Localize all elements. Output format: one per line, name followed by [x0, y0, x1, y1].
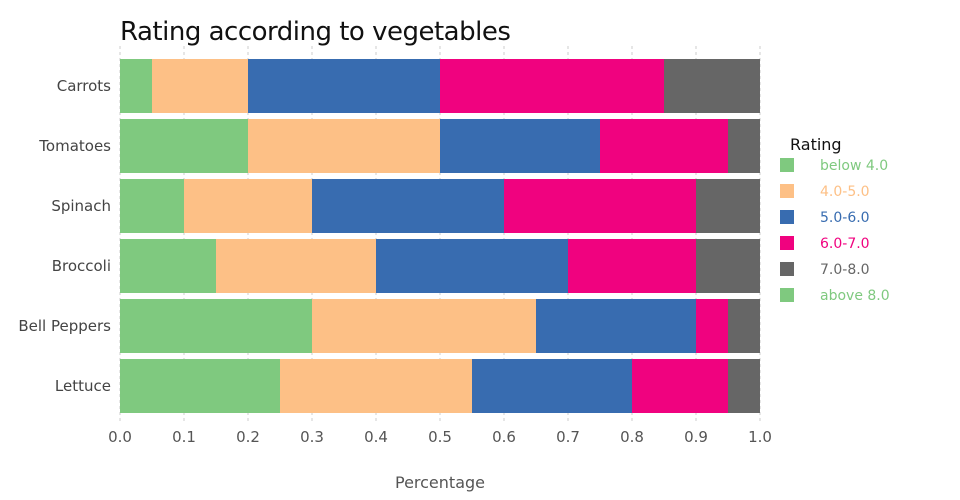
bar-segment — [248, 119, 440, 173]
x-tick-label: 0.0 — [108, 428, 132, 446]
category-label: Carrots — [57, 77, 111, 95]
bar-segment — [632, 359, 728, 413]
x-tick-label: 0.8 — [620, 428, 644, 446]
bar-segment — [120, 179, 184, 233]
category-label: Spinach — [51, 197, 111, 215]
bar-segment — [312, 179, 504, 233]
legend-title: Rating — [790, 135, 842, 154]
x-tick-label: 1.0 — [748, 428, 772, 446]
x-tick-label: 0.1 — [172, 428, 196, 446]
bar-segment — [472, 359, 632, 413]
bar-segment — [600, 119, 728, 173]
legend-label: below 4.0 — [820, 158, 888, 174]
chart-title: Rating according to vegetables — [120, 17, 510, 47]
x-tick-label: 0.4 — [364, 428, 388, 446]
x-tick-label: 0.2 — [236, 428, 260, 446]
category-label: Tomatoes — [38, 137, 111, 155]
legend-swatch — [780, 210, 794, 224]
legend-swatch — [780, 288, 794, 302]
bar-segment — [696, 239, 760, 293]
legend-label: 4.0-5.0 — [820, 184, 870, 200]
bar-segment — [568, 239, 696, 293]
x-tick-label: 0.7 — [556, 428, 580, 446]
x-tick-label: 0.5 — [428, 428, 452, 446]
bars — [120, 59, 760, 413]
bar-segment — [184, 179, 312, 233]
bar-segment — [664, 59, 760, 113]
bar-segment — [312, 299, 536, 353]
bar-segment — [152, 59, 248, 113]
legend-swatch — [780, 236, 794, 250]
legend-label: 6.0-7.0 — [820, 236, 870, 252]
bar-segment — [216, 239, 376, 293]
legend-swatch — [780, 158, 794, 172]
category-labels: Carrots Tomatoes Spinach Broccoli Bell Peppe… — [18, 77, 111, 395]
category-label: Lettuce — [55, 377, 111, 395]
legend-label: 5.0-6.0 — [820, 210, 870, 226]
bar-segment — [248, 59, 440, 113]
bar-segment — [536, 299, 696, 353]
bar-segment — [280, 359, 472, 413]
bar-segment — [120, 119, 248, 173]
bar-segment — [120, 299, 312, 353]
legend-swatch — [780, 184, 794, 198]
bar-segment — [696, 179, 760, 233]
x-tick-label: 0.6 — [492, 428, 516, 446]
bar-segment — [120, 239, 216, 293]
bar-segment — [376, 239, 568, 293]
category-label: Broccoli — [52, 257, 111, 275]
x-axis-title: Percentage — [395, 473, 485, 492]
bar-segment — [696, 299, 728, 353]
x-tick-label: 0.9 — [684, 428, 708, 446]
legend: Rating below 4.0 4.0-5.0 5.0-6.0 6.0-7.0 7.0… — [780, 135, 890, 304]
bar-segment — [728, 119, 760, 173]
bar-segment — [120, 59, 152, 113]
bar-segment — [728, 359, 760, 413]
bar-segment — [440, 59, 664, 113]
bar-segment — [504, 179, 696, 233]
legend-label: above 8.0 — [820, 288, 890, 304]
legend-swatch — [780, 262, 794, 276]
bar-segment — [120, 359, 280, 413]
category-label: Bell Peppers — [18, 317, 111, 335]
bar-segment — [728, 299, 760, 353]
legend-label: 7.0-8.0 — [820, 262, 870, 278]
x-tick-label: 0.3 — [300, 428, 324, 446]
x-tick-labels: 0.0 0.1 0.2 0.3 0.4 0.5 0.6 0.7 0.8 0.9 1.0 — [108, 428, 772, 446]
bar-segment — [440, 119, 600, 173]
